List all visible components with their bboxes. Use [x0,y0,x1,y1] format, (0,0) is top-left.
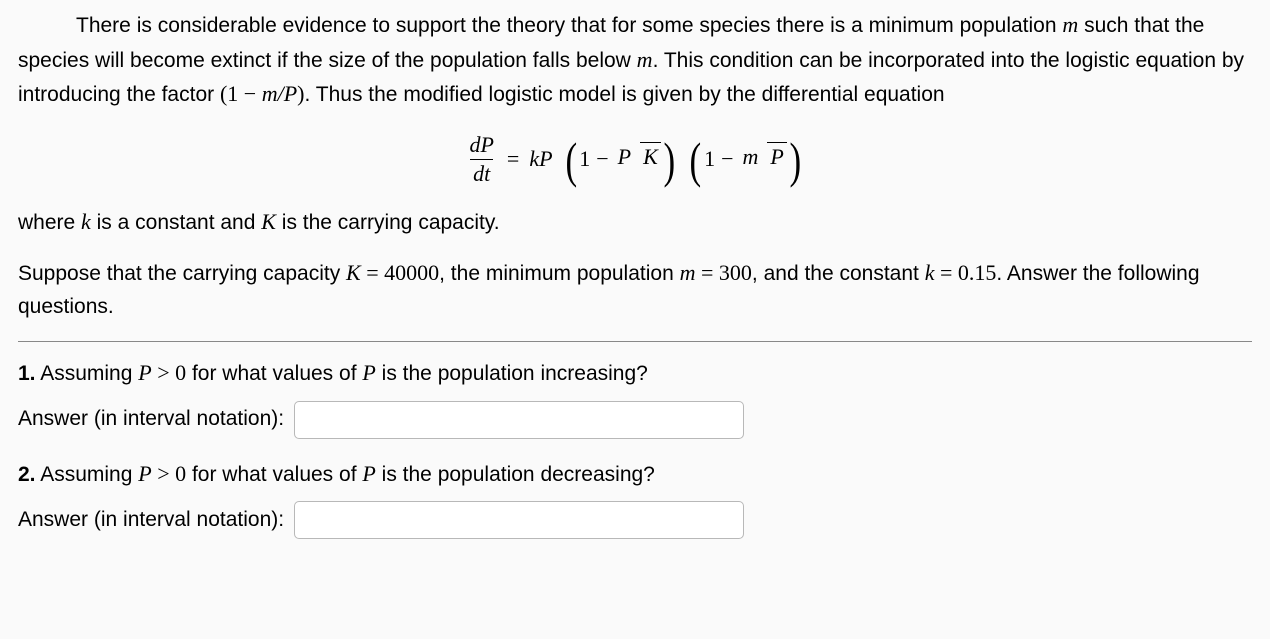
factor-open: (1 − [220,81,262,106]
suppose-paragraph: Suppose that the carrying capacity K = 4… [18,256,1252,323]
eq-dt-t: t [484,161,490,186]
where-c: is the carrying capacity. [276,211,500,234]
eq-P: P [539,146,552,171]
factor-m: m [262,81,278,106]
suppose-c: , and the constant [752,262,925,285]
eq-lhs-fraction: dP dt [466,132,496,188]
q1-P2: P [362,360,375,385]
where-b: is a constant and [91,211,261,234]
q2-answer-label: Answer (in interval notation): [18,504,284,537]
q1-a: Assuming [36,362,139,385]
var-m-1: m [1062,12,1078,37]
eq-equals: = [507,142,519,176]
where-k: k [81,209,91,234]
q2-answer-row: Answer (in interval notation): [18,501,1252,539]
suppose-eq3: = [934,260,957,285]
q2-c: is the population decreasing? [376,463,655,486]
q2-P2: P [362,461,375,486]
suppose-Kval: 40000 [384,260,439,285]
suppose-b: , the minimum population [439,262,679,285]
q1-answer-label: Answer (in interval notation): [18,403,284,436]
eq-minus-1: − [596,142,608,176]
intro-text-1: There is considerable evidence to suppor… [76,14,1062,37]
suppose-mval: 300 [719,260,752,285]
where-K: K [261,209,276,234]
suppose-eq2: = [696,260,719,285]
eq-dt-d: d [473,161,484,186]
eq-frac-PK: P K [615,144,661,170]
q1-P: P [138,360,151,385]
q1-gt: > [152,360,175,385]
question-2: 2. Assuming P > 0 for what values of P i… [18,457,1252,492]
q1-zero: 0 [175,360,186,385]
suppose-K: K [346,260,361,285]
suppose-a: Suppose that the carrying capacity [18,262,346,285]
q2-b: for what values of [186,463,362,486]
eq-f2-num: m [740,144,762,170]
eq-paren-1: ( 1 − P K ) [563,140,678,180]
intro-paragraph: There is considerable evidence to suppor… [18,8,1252,112]
eq-one-2: 1 [704,142,715,176]
suppose-eq1: = [361,260,384,285]
q2-P: P [138,461,151,486]
intro-text-4: . Thus the modified logistic model is gi… [304,83,944,106]
eq-dP-P: P [480,132,493,157]
suppose-kval: 0.15 [958,260,997,285]
eq-dP-d: d [469,132,480,157]
eq-paren-2: ( 1 − m P ) [687,140,803,180]
eq-f1-den: K [640,142,661,169]
eq-frac-mP: m P [740,144,787,170]
q1-c: is the population increasing? [376,362,648,385]
q1-b: for what values of [186,362,362,385]
q1-answer-input[interactable] [294,401,744,439]
eq-f2-den: P [767,142,786,169]
q1-answer-row: Answer (in interval notation): [18,401,1252,439]
suppose-m: m [680,260,696,285]
q2-gt: > [152,461,175,486]
where-a: where [18,211,81,234]
q2-number: 2. [18,463,36,486]
q2-zero: 0 [175,461,186,486]
where-paragraph: where k is a constant and K is the carry… [18,205,1252,240]
q2-answer-input[interactable] [294,501,744,539]
questions-section: 1. Assuming P > 0 for what values of P i… [18,341,1252,539]
q1-number: 1. [18,362,36,385]
eq-one-1: 1 [579,142,590,176]
question-1: 1. Assuming P > 0 for what values of P i… [18,356,1252,391]
eq-minus-2: − [721,142,733,176]
differential-equation: dP dt = kP ( 1 − P K ) ( 1 − m [466,132,803,188]
equation-block: dP dt = kP ( 1 − P K ) ( 1 − m [18,118,1252,206]
q2-a: Assuming [36,463,139,486]
eq-f1-num: P [615,144,634,170]
eq-k: k [529,146,539,171]
var-m-2: m [637,47,653,72]
factor-P: P [284,81,297,106]
